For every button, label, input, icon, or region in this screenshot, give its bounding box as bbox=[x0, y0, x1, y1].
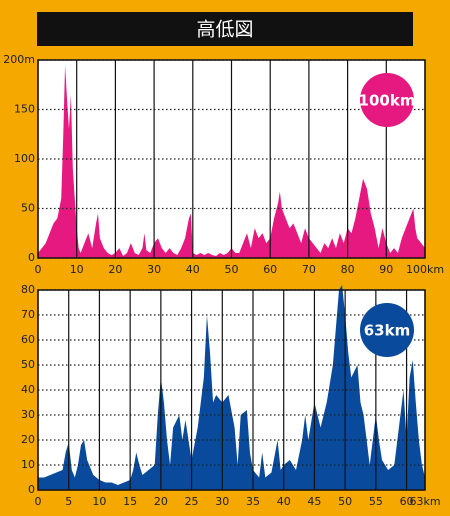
y-tick-label: 50 bbox=[21, 358, 35, 371]
y-tick-label: 30 bbox=[21, 408, 35, 421]
y-tick-label: 20 bbox=[21, 433, 35, 446]
x-tick-label: 25 bbox=[185, 495, 199, 508]
plot-frame bbox=[37, 289, 426, 491]
x-tick-label: 20 bbox=[108, 263, 122, 276]
y-tick-label: 150 bbox=[14, 103, 35, 116]
distance-badge bbox=[360, 73, 414, 127]
x-tick-label: 45 bbox=[307, 495, 321, 508]
x-tick-label: 90 bbox=[379, 263, 393, 276]
x-tick-label: 5 bbox=[65, 495, 72, 508]
x-tick-label: 100km bbox=[406, 263, 444, 276]
y-tick-label: 40 bbox=[21, 383, 35, 396]
x-tick-label: 30 bbox=[215, 495, 229, 508]
x-tick-label: 63km bbox=[409, 495, 440, 508]
x-tick-label: 10 bbox=[92, 495, 106, 508]
x-tick-label: 20 bbox=[154, 495, 168, 508]
x-tick-label: 60 bbox=[263, 263, 277, 276]
y-tick-label: 80 bbox=[21, 283, 35, 296]
y-tick-label: 50 bbox=[21, 202, 35, 215]
title-bar bbox=[37, 12, 413, 46]
plot-frame bbox=[37, 59, 426, 259]
y-tick-label: 70 bbox=[21, 308, 35, 321]
elevation-area bbox=[38, 285, 425, 490]
badge-label: 100km bbox=[359, 92, 416, 110]
y-tick-label: 100 bbox=[14, 152, 35, 165]
x-tick-label: 55 bbox=[369, 495, 383, 508]
x-tick-label: 50 bbox=[225, 263, 239, 276]
x-tick-label: 70 bbox=[302, 263, 316, 276]
x-tick-label: 10 bbox=[70, 263, 84, 276]
x-tick-label: 30 bbox=[147, 263, 161, 276]
y-tick-label: 0 bbox=[28, 251, 35, 264]
x-tick-label: 0 bbox=[35, 263, 42, 276]
x-tick-label: 60 bbox=[400, 495, 414, 508]
y-tick-label: 10 bbox=[21, 458, 35, 471]
y-tick-label: 0 bbox=[28, 483, 35, 496]
badge-label: 63km bbox=[364, 322, 410, 340]
x-tick-label: 50 bbox=[338, 495, 352, 508]
x-tick-label: 40 bbox=[186, 263, 200, 276]
y-tick-label: 60 bbox=[21, 333, 35, 346]
x-tick-label: 40 bbox=[277, 495, 291, 508]
distance-badge bbox=[360, 303, 414, 357]
x-tick-label: 80 bbox=[341, 263, 355, 276]
x-tick-label: 0 bbox=[35, 495, 42, 508]
y-tick-label: 200m bbox=[3, 53, 35, 66]
page-title: 高低図 bbox=[196, 19, 253, 41]
x-tick-label: 35 bbox=[246, 495, 260, 508]
x-tick-label: 15 bbox=[123, 495, 137, 508]
